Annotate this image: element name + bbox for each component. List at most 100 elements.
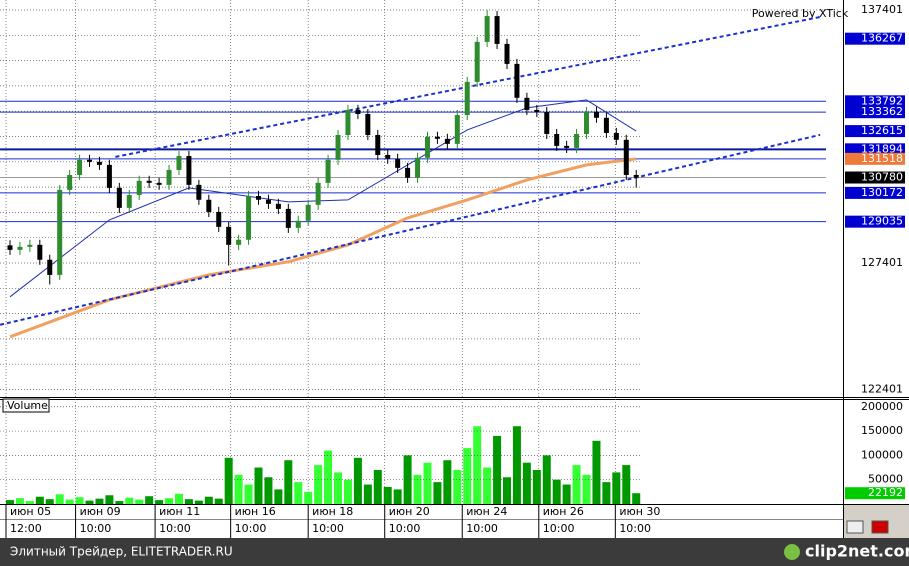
volume-bar [562, 484, 571, 504]
volume-bar [602, 482, 611, 504]
volume-bar [304, 491, 313, 504]
price-label-box [845, 186, 905, 199]
candle-body [385, 154, 391, 159]
volume-bar [15, 498, 24, 504]
candle-body [206, 199, 212, 212]
price-label-box [845, 152, 905, 165]
y-tick-label: 122401 [861, 383, 903, 396]
y-tick-label: 127401 [861, 256, 903, 269]
volume-bar [6, 500, 14, 504]
logo: clip2net.com [805, 542, 909, 561]
price-label-box [845, 125, 905, 138]
candle-body [593, 111, 599, 118]
volume-bar [612, 472, 621, 504]
candle-body [623, 139, 629, 175]
volume-bar [145, 496, 154, 504]
x-date-label: июн 30 [619, 505, 660, 518]
candle-body [613, 132, 619, 140]
price-label: 133792 [861, 94, 903, 107]
x-time-label: 10:00 [235, 522, 267, 535]
candle-body [335, 135, 341, 160]
x-time-label: 10:00 [80, 522, 112, 535]
volume-bar [353, 457, 362, 504]
tool-icon[interactable] [846, 520, 864, 534]
trendline [0, 133, 821, 326]
x-date-label: июн 20 [389, 505, 430, 518]
volume-tick-label: 100000 [861, 448, 903, 461]
candle-body [285, 208, 291, 228]
y-tick-label: 137401 [861, 3, 903, 16]
close-icon[interactable] [871, 520, 889, 534]
moving-average [9, 99, 637, 298]
logo-icon [784, 544, 800, 560]
volume-bar [65, 499, 74, 504]
volume-bar [45, 499, 54, 504]
volume-bar [423, 462, 432, 504]
candle-body [574, 133, 580, 148]
price-label: 130172 [861, 186, 903, 199]
volume-bar [532, 469, 541, 504]
candle-body [265, 199, 271, 204]
x-date-label: июн 05 [10, 505, 51, 518]
candle-body [544, 111, 550, 134]
volume-bar [115, 501, 124, 504]
volume-bar [582, 474, 591, 504]
candle-body [136, 180, 142, 195]
candle-body [603, 117, 609, 133]
volume-bar [75, 497, 84, 504]
volume-bar [493, 435, 502, 504]
volume-bar [284, 460, 293, 504]
candle-body [67, 174, 73, 190]
candle-body [315, 182, 321, 205]
candle-body [37, 244, 43, 260]
volume-bar [314, 465, 323, 504]
candle-body [27, 244, 33, 247]
volume-bar [592, 440, 601, 504]
watermark: Powered by XTick [752, 7, 849, 20]
candle-body [96, 161, 102, 165]
price-label-box [845, 171, 905, 184]
volume-bar [552, 479, 561, 504]
x-time-label: 10:00 [389, 522, 421, 535]
candle-body [554, 133, 560, 146]
candle-body [246, 195, 252, 240]
price-label-box [845, 143, 905, 156]
volume-bar [373, 469, 382, 504]
candle-body [325, 159, 331, 183]
price-label: 133362 [861, 105, 903, 118]
volume-bar [522, 462, 531, 504]
x-time-label: 10:00 [543, 522, 575, 535]
candle-body [584, 111, 590, 134]
candle-body [365, 114, 371, 136]
volume-bar [165, 498, 174, 504]
candle-body [534, 109, 540, 112]
volume-bar [343, 479, 352, 504]
price-label: 136267 [861, 32, 903, 45]
candle-body [106, 164, 112, 188]
candle-body [405, 167, 411, 178]
volume-bar [105, 495, 114, 504]
volume-bar [572, 465, 581, 504]
volume-bar [155, 500, 164, 504]
price-label: 132615 [861, 124, 903, 137]
x-date-label: июн 18 [312, 505, 353, 518]
volume-bar [463, 448, 472, 504]
candle-body [424, 136, 430, 158]
candle-body [434, 136, 440, 139]
candle-body [77, 159, 83, 175]
candle-body [355, 109, 361, 115]
x-time-label: 10:00 [159, 522, 191, 535]
volume-bar [95, 498, 104, 504]
volume-bar [214, 498, 223, 504]
volume-bar [174, 493, 183, 504]
candle-body [156, 182, 162, 185]
volume-bar [503, 477, 511, 504]
volume-bar [433, 482, 442, 504]
volume-bar [334, 472, 343, 504]
price-label: 131894 [861, 142, 903, 155]
status-bar [0, 538, 909, 566]
x-time-label: 12:00 [10, 522, 42, 535]
price-label-box [845, 32, 905, 45]
volume-bar [453, 469, 462, 504]
volume-bar [194, 500, 203, 504]
